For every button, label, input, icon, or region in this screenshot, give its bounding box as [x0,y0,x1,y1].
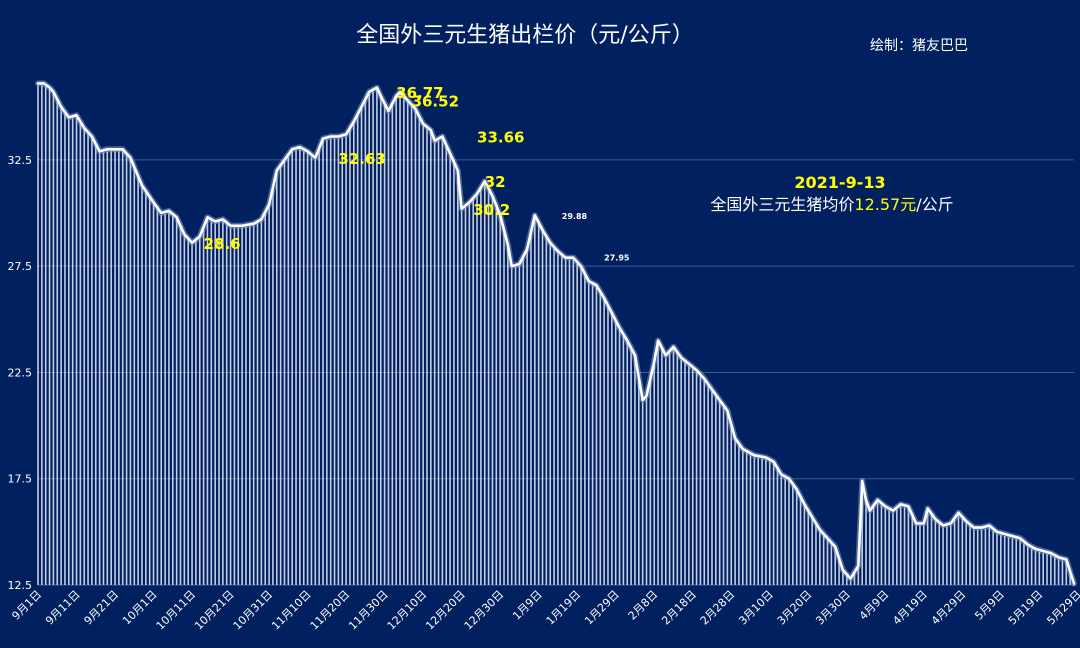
x-tick-label: 9月1日 [9,588,44,623]
chart-credit: 绘制：猪友巴巴 [870,38,968,54]
x-tick-label: 3月30日 [813,588,853,628]
data-label: 32 [485,173,506,191]
x-tick-label: 4月29日 [929,588,969,628]
data-label: 29.88 [562,212,588,221]
price-line-layer [35,80,1077,587]
x-tick-label: 5月19日 [1006,588,1046,628]
drop-lines-layer [37,85,1075,586]
data-label: 36.77 [396,84,443,102]
x-tick-label: 1月9日 [510,588,545,623]
x-tick-label: 2月28日 [698,588,738,628]
x-axis-ticks: 9月1日9月11日9月21日10月1日10月11日10月21日10月31日11月… [9,588,1080,633]
callout-date: 2021-9-13 [794,173,885,192]
y-tick-label: 12.5 [8,579,33,592]
x-tick-label: 11月10日 [269,588,314,633]
callout-text-after: /公斤 [916,195,953,214]
callout-value: 12.57元 [854,195,916,214]
x-tick-label: 5月9日 [972,588,1007,623]
data-label: 32.63 [338,150,385,168]
y-tick-label: 32.5 [8,154,33,167]
x-tick-label: 11月30日 [346,588,391,633]
data-label: 28.6 [204,235,241,253]
x-tick-label: 4月19日 [890,588,930,628]
x-tick-label: 5月29日 [1044,588,1080,628]
y-tick-label: 22.5 [8,366,33,379]
x-tick-label: 10月31日 [231,588,276,633]
x-tick-label: 1月19日 [544,588,584,628]
y-axis-ticks: 12.5 17.5 22.5 27.5 32.5 [8,154,33,592]
x-tick-label: 9月21日 [82,588,122,628]
price-line-glow [35,80,1077,587]
x-tick-label: 12月10日 [385,588,430,633]
x-tick-label: 3月20日 [775,588,815,628]
x-tick-label: 10月21日 [192,588,237,633]
data-label: 36.52 [412,92,459,110]
x-tick-label: 1月29日 [582,588,622,628]
chart-title: 全国外三元生猪出栏价（元/公斤） [356,23,693,48]
x-tick-label: 10月1日 [120,588,160,628]
y-tick-label: 17.5 [8,473,33,486]
data-label: 30.2 [473,201,510,219]
callout-text-before: 全国外三元生猪均价 [710,195,854,214]
x-tick-label: 10月11日 [154,588,199,633]
x-tick-label: 4月9日 [857,588,892,623]
price-line [36,82,1076,585]
x-tick-label: 12月30日 [462,588,507,633]
data-label: 27.95 [604,254,630,263]
x-tick-label: 2月8日 [626,588,661,623]
x-tick-label: 11月20日 [308,588,353,633]
data-label: 33.66 [477,129,524,147]
x-tick-label: 3月10日 [736,588,776,628]
x-tick-label: 12月20日 [423,588,468,633]
y-tick-label: 27.5 [8,260,33,273]
x-tick-label: 9月11日 [43,588,83,628]
x-tick-label: 2月18日 [659,588,699,628]
callout-text: 全国外三元生猪均价12.57元/公斤 [710,195,953,214]
